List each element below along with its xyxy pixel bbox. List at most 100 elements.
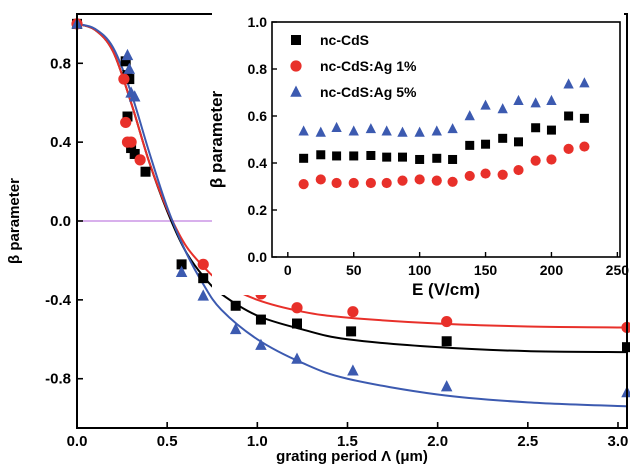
inset-x-tick-label: 50 xyxy=(346,262,362,278)
inset-point-circle xyxy=(579,141,590,152)
main-point-triangle xyxy=(128,90,141,102)
inset-point-square xyxy=(299,153,309,163)
main-point-triangle xyxy=(255,338,267,350)
inset-point-circle xyxy=(546,154,557,165)
x-tick-label: 3.0 xyxy=(608,433,629,450)
main-point-triangle xyxy=(291,352,303,364)
inset-point-square xyxy=(481,139,491,149)
legend-label: nc-CdS:Ag 1% xyxy=(320,58,417,74)
inset-legend: nc-CdS nc-CdS:Ag 1% nc-CdS:Ag 5% xyxy=(290,32,417,100)
inset-point-circle xyxy=(397,175,408,186)
main-point-square xyxy=(441,336,452,347)
inset-point-circle xyxy=(530,155,541,166)
inset-point-circle xyxy=(513,164,524,176)
main-point-triangle xyxy=(229,322,242,335)
x-tick-label: 0.5 xyxy=(157,433,178,450)
main-point-circle xyxy=(291,302,303,314)
inset-point-square xyxy=(448,154,458,164)
main-x-axis-title: grating period Λ (μm) xyxy=(276,448,428,465)
main-point-circle xyxy=(125,136,137,148)
x-tick-label: 1.0 xyxy=(247,433,268,450)
legend-marker-circle xyxy=(290,60,302,72)
x-tick-label: 1.5 xyxy=(337,433,358,450)
inset-point-square xyxy=(546,125,556,135)
inset-point-square xyxy=(432,153,442,163)
fit-curve-2 xyxy=(76,22,628,408)
main-point-square xyxy=(126,143,137,154)
inset-point-square xyxy=(316,150,326,160)
inset-point-circle xyxy=(331,177,342,189)
main-y-ticks: 0.8 0.4 0.0 -0.4 -0.8 xyxy=(45,55,83,388)
main-point-circle xyxy=(441,315,453,328)
inset-point-triangle xyxy=(414,126,425,137)
y-tick-label: 0.4 xyxy=(50,134,72,151)
inset-point-triangle xyxy=(530,97,541,108)
inset-point-circle xyxy=(464,170,475,182)
inset-point-circle xyxy=(414,174,425,185)
y-tick-label: 0.8 xyxy=(50,55,71,72)
main-point-triangle xyxy=(347,364,359,376)
inset-y-tick-label: 0.8 xyxy=(248,61,268,77)
main-point-square xyxy=(120,56,131,67)
inset-point-triangle xyxy=(298,125,309,136)
main-point-square xyxy=(255,314,266,325)
inset-point-square xyxy=(465,140,475,150)
inset-y-tick-label: 0.2 xyxy=(248,202,268,218)
main-point-circle xyxy=(197,258,209,270)
legend-marker-square xyxy=(291,35,301,45)
inset-point-triangle xyxy=(315,126,326,137)
inset-point-triangle xyxy=(431,125,442,136)
legend-label: nc-CdS:Ag 5% xyxy=(320,84,417,100)
inset-plot: 0 50 100 150 200 250 0.0 0.2 0.4 0.6 0.8 1.0 nc-Cd… xyxy=(207,12,629,299)
inset-point-circle xyxy=(431,175,442,186)
main-point-circle xyxy=(134,154,146,166)
x-tick-label: 2.0 xyxy=(427,433,448,450)
inset-point-triangle xyxy=(563,78,574,89)
inset-point-circle xyxy=(497,169,508,180)
main-point-square xyxy=(230,300,241,311)
main-point-triangle xyxy=(621,386,630,398)
main-point-circle xyxy=(118,73,130,85)
main-point-triangle xyxy=(440,380,453,392)
inset-point-triangle xyxy=(513,94,524,105)
inset-point-triangle xyxy=(464,110,475,121)
main-point-square xyxy=(122,111,133,122)
inset-point-circle xyxy=(315,174,326,185)
inset-point-square xyxy=(498,133,508,143)
inset-point-triangle xyxy=(546,94,557,105)
inset-point-square xyxy=(332,151,342,161)
y-tick-label: -0.8 xyxy=(45,371,71,388)
inset-point-triangle xyxy=(447,123,458,134)
inset-x-tick-label: 0 xyxy=(284,262,292,278)
inset-point-circle xyxy=(480,168,491,179)
x-tick-label: 2.5 xyxy=(517,433,538,450)
main-point-triangle xyxy=(197,289,209,301)
inset-point-square xyxy=(382,152,392,162)
main-point-square xyxy=(129,148,140,159)
inset-y-tick-label: 1.0 xyxy=(248,14,268,30)
main-point-square xyxy=(346,326,357,337)
inset-point-circle xyxy=(298,179,309,190)
inset-x-tick-label: 250 xyxy=(606,262,630,278)
inset-x-ticks: 0 50 100 150 200 250 xyxy=(284,252,629,278)
inset-point-triangle xyxy=(381,125,392,136)
inset-plot-frame xyxy=(271,21,621,258)
inset-point-triangle xyxy=(579,77,590,88)
main-point-triangle xyxy=(175,265,188,277)
inset-point-circle xyxy=(381,177,392,189)
inset-y-tick-label: 0.6 xyxy=(248,108,268,124)
inset-point-square xyxy=(398,152,407,162)
inset-point-triangle xyxy=(397,126,408,137)
inset-y-tick-label: 0.0 xyxy=(248,249,268,265)
main-point-square xyxy=(176,259,187,270)
legend-label: nc-CdS xyxy=(320,32,369,48)
inset-x-axis-title: E (V/cm) xyxy=(412,280,480,299)
main-point-circle xyxy=(621,321,630,334)
inset-point-circle xyxy=(563,143,574,154)
inset-point-square xyxy=(366,150,376,160)
x-tick-label: 0.0 xyxy=(67,433,88,450)
main-y-axis-title: β parameter xyxy=(6,178,23,264)
main-point-circle xyxy=(347,306,359,318)
